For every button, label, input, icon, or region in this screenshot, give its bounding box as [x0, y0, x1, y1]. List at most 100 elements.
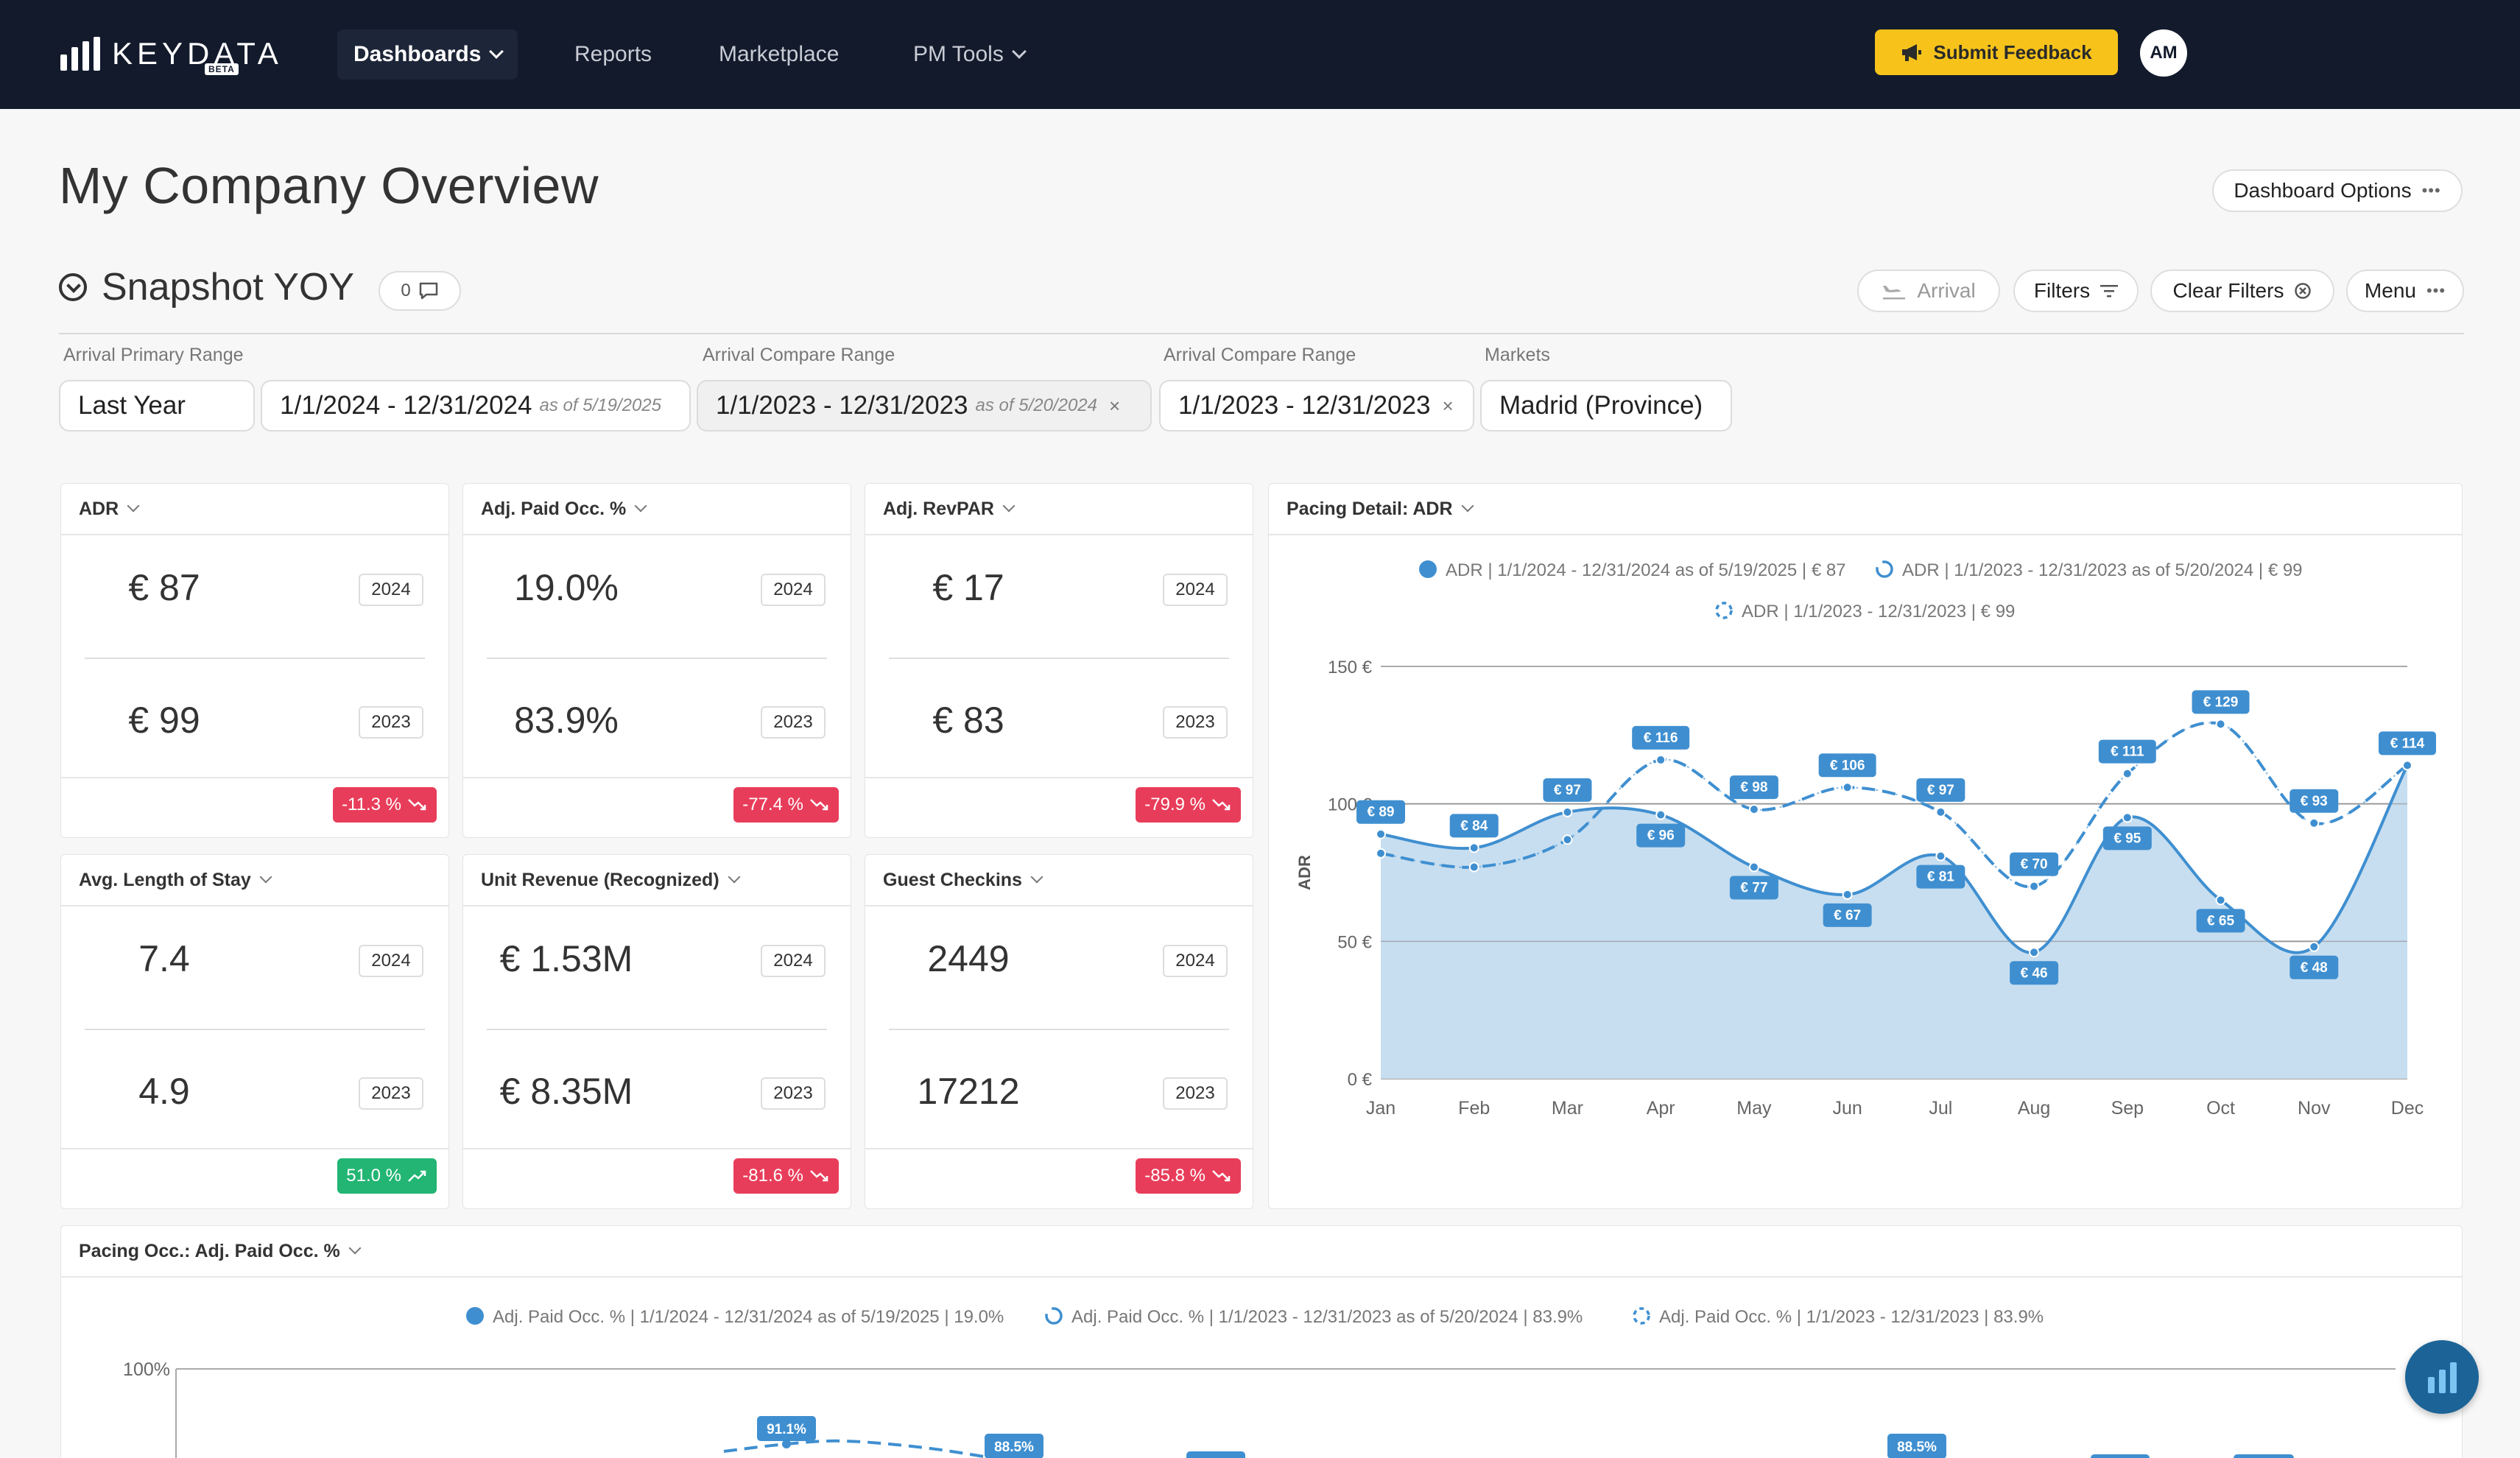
series-2-point[interactable] [1562, 834, 1573, 845]
series-2-point[interactable] [1935, 806, 1946, 817]
remove-compare-1-icon[interactable]: × [1108, 394, 1121, 417]
trend-down-icon [408, 799, 426, 811]
nav-marketplace[interactable]: Marketplace [703, 29, 855, 80]
series-1-point[interactable] [2029, 947, 2040, 958]
svg-text:€ 97: € 97 [1927, 783, 1954, 798]
nav-dashboards[interactable]: Dashboards [337, 29, 518, 80]
series-2-point[interactable] [1655, 754, 1666, 765]
series-2-data-label: € 70 [2010, 852, 2059, 876]
series-1-point[interactable] [2122, 812, 2133, 823]
svg-text:€ 116: € 116 [1644, 730, 1678, 746]
series-1-point[interactable] [1748, 862, 1759, 873]
menu-button[interactable]: Menu ••• [2346, 270, 2464, 312]
dashboard-options-button[interactable]: Dashboard Options ••• [2212, 169, 2463, 212]
series-2-point[interactable] [2402, 760, 2412, 771]
series-2-data-label: € 129 [2192, 690, 2250, 714]
nav-reports[interactable]: Reports [558, 29, 668, 80]
series-2-point[interactable] [1468, 862, 1479, 873]
compare-range-2[interactable]: 1/1/2023 - 12/31/2023 × [1159, 380, 1474, 432]
compare-range-2-value: 1/1/2023 - 12/31/2023 [1178, 391, 1431, 420]
svg-text:€ 129: € 129 [2203, 694, 2239, 710]
x-tick-label: Oct [2206, 1098, 2235, 1119]
chevron-down-icon [1002, 499, 1016, 513]
x-tick-label: Feb [1458, 1098, 1490, 1119]
clear-circle-icon [2295, 283, 2312, 299]
series-1-point[interactable] [1935, 850, 1946, 862]
kpi-title: Avg. Length of Stay [79, 869, 251, 890]
svg-text:€ 67: € 67 [1834, 908, 1861, 923]
chat-assistant-button[interactable] [2405, 1340, 2479, 1414]
series-1-point[interactable] [1562, 806, 1573, 817]
series-1-point[interactable] [2309, 941, 2320, 952]
kpi-title: Guest Checkins [883, 869, 1022, 890]
occ-series-2-point[interactable] [782, 1440, 791, 1448]
series-2-point[interactable] [2122, 768, 2133, 779]
svg-text:€ 95: € 95 [2114, 831, 2141, 846]
series-2-data-label: € 116 [1632, 725, 1690, 750]
kpi-title: Adj. Paid Occ. % [481, 498, 627, 519]
compare-range-1[interactable]: 1/1/2023 - 12/31/2023 as of 5/20/2024 × [697, 380, 1152, 432]
series-2-point[interactable] [2029, 881, 2040, 892]
pacing-occ-header[interactable]: Pacing Occ.: Adj. Paid Occ. % [61, 1226, 2462, 1278]
pacing-occ-title: Pacing Occ.: Adj. Paid Occ. % [79, 1240, 340, 1261]
pacing-adr-header[interactable]: Pacing Detail: ADR [1269, 484, 2462, 535]
avatar[interactable]: AM [2140, 29, 2187, 77]
kpi-previous-year: 2023 [359, 706, 423, 739]
x-tick-label: May [1736, 1098, 1772, 1119]
kpi-change-badge: 51.0 % [337, 1158, 437, 1194]
kpi-change-value: -81.6 % [742, 1166, 803, 1186]
submit-feedback-button[interactable]: Submit Feedback [1875, 29, 2118, 75]
nav-pm-tools[interactable]: PM Tools [897, 29, 1041, 80]
occ-legend-item-1[interactable]: Adj. Paid Occ. % | 1/1/2024 - 12/31/2024… [466, 1307, 1004, 1327]
filters-label: Filters [2033, 279, 2091, 302]
kpi-card-header[interactable]: Guest Checkins [865, 855, 1253, 906]
remove-compare-2-icon[interactable]: × [1442, 394, 1454, 417]
kpi-card-header[interactable]: Adj. RevPAR [865, 484, 1253, 535]
kpi-card-header[interactable]: ADR [61, 484, 448, 535]
clear-filters-button[interactable]: Clear Filters [2150, 270, 2334, 312]
series-2-point[interactable] [1376, 848, 1386, 859]
collapse-chevron-icon[interactable] [59, 273, 87, 301]
series-2-point[interactable] [2215, 719, 2226, 730]
series-1-point[interactable] [2215, 895, 2226, 906]
markets-select[interactable]: Madrid (Province) [1480, 380, 1732, 432]
series-2-data-label: € 98 [1729, 775, 1778, 800]
trend-down-icon [1212, 1170, 1231, 1182]
series-2-point[interactable] [2309, 817, 2320, 828]
chevron-down-icon [259, 870, 272, 884]
occ-legend-item-2[interactable]: Adj. Paid Occ. % | 1/1/2023 - 12/31/2023… [1045, 1307, 1583, 1327]
occ-legend-item-3[interactable]: Adj. Paid Occ. % | 1/1/2023 - 12/31/2023… [1633, 1307, 2044, 1327]
section-header[interactable]: Snapshot YOY [59, 265, 354, 309]
keydata-logo[interactable]: KEYDATA BETA [60, 29, 283, 78]
arrival-button[interactable]: Arrival [1857, 270, 2000, 312]
series-1-point[interactable] [1376, 828, 1386, 839]
legend-item-series-1[interactable]: ADR | 1/1/2024 - 12/31/2024 as of 5/19/2… [1419, 560, 1846, 580]
kpi-previous-year: 2023 [761, 706, 826, 739]
kpi-card-header[interactable]: Adj. Paid Occ. % [463, 484, 851, 535]
legend-item-series-3[interactable]: ADR | 1/1/2023 - 12/31/2023 | € 99 [1715, 602, 2015, 621]
comments-button[interactable]: 0 [379, 271, 461, 311]
y-axis-label: ADR [1295, 855, 1314, 890]
kpi-change-value: -85.8 % [1144, 1166, 1206, 1186]
series-1-data-label: € 46 [2010, 961, 2059, 985]
series-1-point[interactable] [1655, 809, 1666, 820]
legend-item-series-2[interactable]: ADR | 1/1/2023 - 12/31/2023 as of 5/20/2… [1876, 560, 2303, 580]
kpi-footer-divider [865, 777, 1253, 778]
kpi-card-header[interactable]: Avg. Length of Stay [61, 855, 448, 906]
series-2-point[interactable] [1748, 804, 1759, 815]
kpi-card: ADR € 87 2024 € 99 2023 -11.3 % [60, 483, 449, 838]
primary-range-select[interactable]: Last Year [59, 380, 255, 432]
x-tick-label: Apr [1647, 1098, 1675, 1119]
kpi-card-header[interactable]: Unit Revenue (Recognized) [463, 855, 851, 906]
series-1-point[interactable] [1842, 889, 1853, 900]
series-2-point[interactable] [1842, 782, 1853, 793]
occ-y-tick-label: 100% [123, 1359, 170, 1380]
series-1-point[interactable] [1468, 842, 1479, 853]
section-divider [59, 333, 2464, 334]
svg-text:€ 48: € 48 [2301, 960, 2328, 976]
filters-button[interactable]: Filters [2013, 270, 2139, 312]
primary-date-range[interactable]: 1/1/2024 - 12/31/2024 as of 5/19/2025 [261, 380, 691, 432]
kpi-previous-value: 17212 [917, 1071, 1020, 1112]
series-1-data-label: € 65 [2196, 909, 2245, 933]
kpi-card: Adj. RevPAR € 17 2024 € 83 2023 -79.9 % [865, 483, 1253, 838]
